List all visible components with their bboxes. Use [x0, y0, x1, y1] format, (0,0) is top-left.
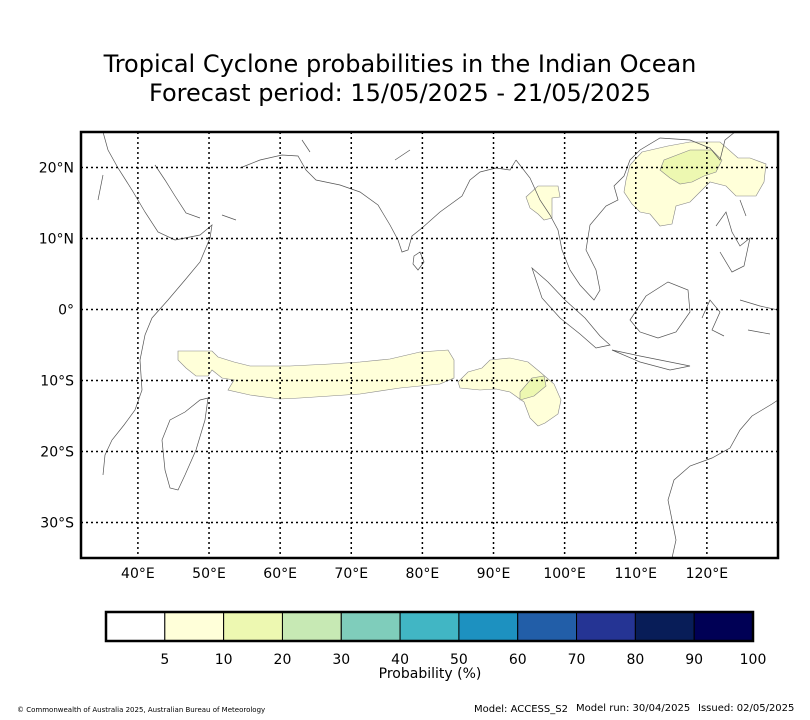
prob-area-sio-east [457, 357, 562, 427]
lat-tick-label: 0° [58, 303, 74, 319]
lon-tick-label: 70°E [334, 566, 368, 582]
colorbar-swatch [576, 611, 636, 642]
colorbar-swatch [340, 611, 401, 642]
longitude-labels: 40°E 50°E 60°E 70°E 80°E 90°E 100°E 110°E 120°E [121, 566, 728, 582]
colorbar-tick-label: 60 [509, 652, 527, 668]
lon-tick-label: 120°E [686, 566, 729, 582]
lon-tick-label: 60°E [263, 566, 297, 582]
colorbar-swatch [458, 611, 519, 642]
colorbar-swatch [223, 611, 283, 642]
colorbar-tick-label: 50 [450, 652, 468, 668]
prob-area-scs [623, 141, 767, 227]
prob-area-sio-core [519, 375, 547, 401]
lon-tick-label: 80°E [406, 566, 440, 582]
coast-india [239, 139, 517, 253]
copyright-notice: © Commonwealth of Australia 2025, Austra… [17, 706, 266, 714]
lat-tick-label: 10°S [40, 374, 74, 390]
colorbar-tick-label: 70 [568, 652, 586, 668]
lat-tick-label: 30°S [40, 516, 74, 532]
colorbar-tick-label: 80 [626, 652, 644, 668]
probability-shading [177, 141, 767, 427]
colorbar-label: Probability (%) [379, 666, 482, 682]
coast-madagascar [161, 397, 209, 491]
colorbar-swatch [164, 611, 225, 642]
coast-southeast-asia [515, 132, 736, 301]
colorbar-tick-label: 100 [740, 652, 767, 668]
map-frame [79, 130, 780, 560]
coast-arabia-east-africa [97, 132, 237, 476]
lat-tick-label: 10°N [39, 232, 74, 248]
lon-tick-label: 110°E [614, 566, 657, 582]
colorbar-tick-label: 90 [685, 652, 703, 668]
lon-tick-label: 50°E [192, 566, 226, 582]
lat-tick-label: 20°N [39, 161, 74, 177]
model-run-date: Model run: 30/04/2025 [576, 703, 691, 714]
colorbar-swatch [399, 611, 460, 642]
lat-tick-label: 20°S [40, 445, 74, 461]
coast-java [611, 349, 691, 371]
colorbar-tick-label: 10 [215, 652, 233, 668]
colorbar-swatch [281, 611, 342, 642]
coast-sulawesi-philippines [701, 199, 751, 337]
colorbar-tick-label: 30 [332, 652, 350, 668]
colorbar-swatch [634, 611, 695, 642]
coast-sumatra [531, 266, 611, 349]
forecast-period: Forecast period: 15/05/2025 - 21/05/2025 [149, 79, 651, 107]
coast-australia [667, 399, 778, 558]
coast-new-guinea [739, 299, 778, 335]
colorbar-tick-label: 40 [391, 652, 409, 668]
colorbar-swatch [517, 611, 578, 642]
colorbar-tick-label: 20 [274, 652, 292, 668]
coastlines [97, 132, 778, 558]
gridlines [81, 132, 778, 558]
issued-date: Issued: 02/05/2025 [698, 703, 795, 714]
prob-area-bay-of-bengal [525, 185, 561, 221]
colorbar-swatch [105, 611, 166, 642]
colorbar-tick-label: 5 [160, 652, 169, 668]
map-title: Tropical Cyclone probabilities in the In… [103, 50, 697, 78]
model-name: Model: ACCESS_S2 [474, 704, 568, 715]
lon-tick-label: 90°E [477, 566, 511, 582]
lon-tick-label: 40°E [121, 566, 155, 582]
prob-area-sio-west [177, 349, 455, 400]
latitude-labels: 20°N 10°N 0° 10°S 20°S 30°S [39, 161, 74, 532]
lon-tick-label: 100°E [543, 566, 586, 582]
colorbar: 5 10 20 30 40 50 60 70 80 90 100 [104, 610, 767, 668]
coast-sri-lanka [412, 251, 425, 271]
coast-borneo [629, 281, 691, 339]
colorbar-swatch [693, 611, 754, 642]
colorbar-frame [104, 610, 755, 643]
